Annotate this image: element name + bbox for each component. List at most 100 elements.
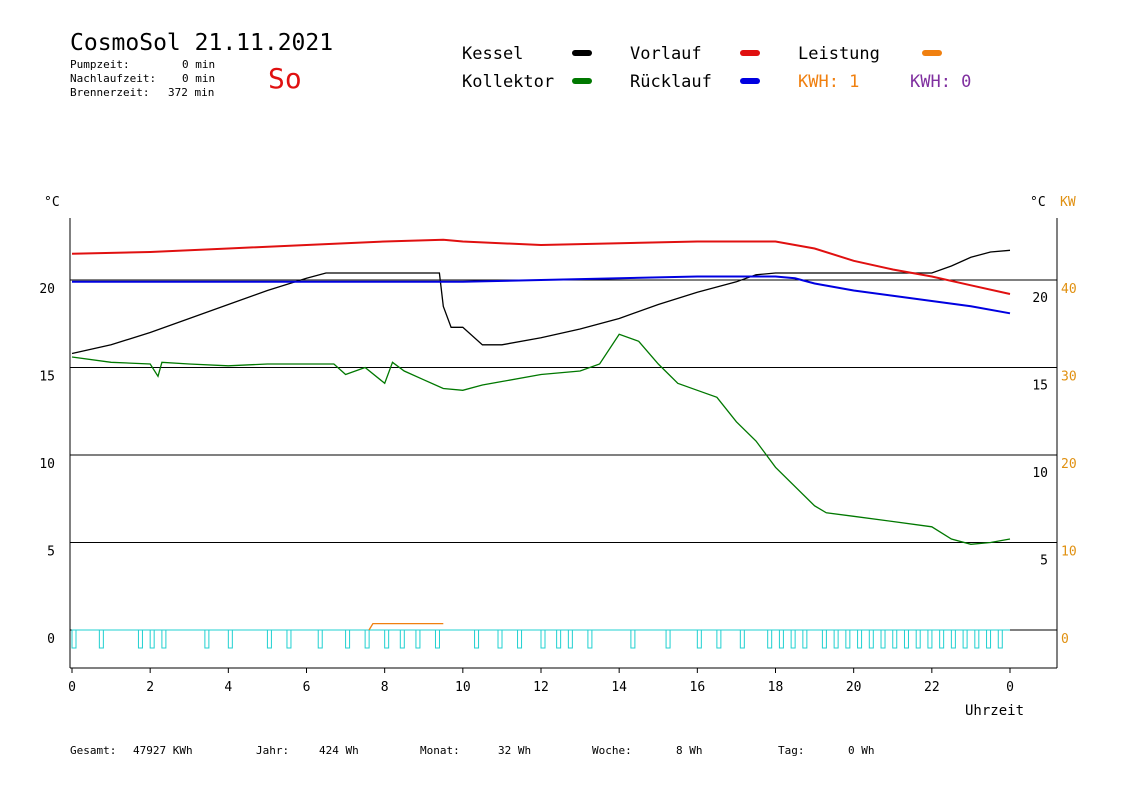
series-lines	[71, 238, 1011, 631]
legend-kessel: Kessel	[462, 44, 524, 64]
pump-pulse	[927, 629, 933, 649]
legend-kollektor-swatch	[572, 78, 592, 84]
pump-pulse	[739, 629, 745, 649]
pump-pulse	[802, 629, 808, 649]
x-tick-label: 16	[690, 680, 706, 695]
footer-monat-label: Monat:	[420, 744, 460, 757]
left-tick-label: 10	[39, 457, 55, 472]
pump-pulse	[434, 629, 440, 649]
pump-pulse	[696, 629, 702, 649]
pump-pulse	[474, 629, 480, 649]
right-kw-tick-label: 40	[1061, 282, 1077, 297]
pump-pulse	[974, 629, 980, 649]
footer-woche-label: Woche:	[592, 744, 632, 757]
pump-pulse	[821, 629, 827, 649]
footer-tag-value: 0 Wh	[848, 744, 875, 757]
x-tick-label: 4	[224, 680, 232, 695]
nachlaufzeit-label: Nachlaufzeit:	[70, 72, 157, 85]
pump-pulse	[345, 629, 351, 649]
pump-pulse	[915, 629, 921, 649]
pump-pulse	[149, 629, 155, 649]
pump-pulse	[845, 629, 851, 649]
footer-jahr-value: 424 Wh	[319, 744, 359, 757]
pump-pulse	[778, 629, 784, 649]
legend-vorlauf: Vorlauf	[630, 44, 702, 64]
pump-pulse	[384, 629, 390, 649]
right-c-tick-label: 10	[1032, 466, 1048, 481]
x-tick-label: 8	[381, 680, 389, 695]
pump-pulse	[204, 629, 210, 649]
kessel-line	[71, 249, 1011, 355]
pump-pulse	[71, 629, 77, 649]
left-tick-label: 20	[39, 282, 55, 297]
x-tick-label: 10	[455, 680, 471, 695]
right-kw-tick-label: 10	[1061, 545, 1077, 560]
pump-pulse	[137, 629, 143, 649]
pump-pulse	[962, 629, 968, 649]
right-c-tick-label: 15	[1032, 379, 1048, 394]
nachlaufzeit-value: 0 min	[182, 72, 216, 85]
pump-pulse	[939, 629, 945, 649]
x-tick-label: 22	[924, 680, 940, 695]
footer-gesamt-value: 47927 KWh	[133, 744, 193, 757]
x-tick-label: 18	[768, 680, 784, 695]
ruecklauf-line	[72, 275, 1011, 315]
pump-pulse	[880, 629, 886, 649]
pump-pulse	[630, 629, 636, 649]
left-tick-label: 5	[47, 545, 55, 560]
kollektor-line	[71, 333, 1011, 545]
pump-pulses	[71, 629, 1010, 649]
leistung-line	[368, 622, 444, 631]
pumpzeit-label: Pumpzeit:	[70, 58, 130, 71]
legend-kollektor: Kollektor	[462, 72, 555, 92]
weekday-label: So	[268, 62, 302, 95]
pump-pulse	[227, 629, 233, 649]
left-unit-label: °C	[44, 195, 60, 210]
pump-pulse	[587, 629, 593, 649]
x-tick-label: 0	[68, 680, 76, 695]
pump-pulse	[665, 629, 671, 649]
pump-pulse	[986, 629, 992, 649]
pump-pulse	[317, 629, 323, 649]
pumpzeit-value: 0 min	[182, 58, 216, 71]
pump-pulse	[415, 629, 421, 649]
right-unit-c-label: °C	[1030, 195, 1046, 210]
legend-leistung: Leistung	[798, 44, 880, 64]
legend-kwh-0: KWH: 0	[910, 72, 972, 92]
pump-pulse	[98, 629, 104, 649]
legend-kessel-swatch	[572, 50, 592, 56]
pump-pulse	[161, 629, 167, 649]
left-tick-label: 15	[39, 370, 55, 385]
pump-pulse	[892, 629, 898, 649]
x-tick-label: 20	[846, 680, 862, 695]
pump-pulse	[266, 629, 272, 649]
pump-pulse	[767, 629, 773, 649]
legend-ruecklauf-swatch	[740, 78, 760, 84]
footer-jahr-label: Jahr:	[256, 744, 290, 757]
footer-woche-value: 8 Wh	[676, 744, 703, 757]
right-kw-tick-label: 0	[1061, 632, 1069, 647]
right-c-tick-label: 5	[1040, 554, 1048, 569]
footer-monat-value: 32 Wh	[498, 744, 532, 757]
legend-kwh-1: KWH: 1	[798, 72, 860, 92]
pump-pulse	[790, 629, 796, 649]
x-tick-label: 14	[611, 680, 627, 695]
pump-pulse	[540, 629, 546, 649]
x-tick-label: 0	[1006, 680, 1014, 695]
x-axis-label: Uhrzeit	[965, 703, 1024, 719]
left-tick-label: 0	[47, 632, 55, 647]
brennerzeit-value: 372 min	[168, 86, 215, 99]
pump-pulse	[567, 629, 573, 649]
pump-pulse	[497, 629, 503, 649]
right-c-tick-label: 20	[1032, 291, 1048, 306]
right-kw-tick-label: 20	[1061, 457, 1077, 472]
tick-labels: 0 2 4 6 8 10 12 14 16 18 20 22 0 0 5 10 15 20 5 10 15 20 0 10 20…	[39, 282, 1076, 695]
pump-pulse	[517, 629, 523, 649]
pump-pulse	[950, 629, 956, 649]
x-tick-label: 6	[303, 680, 311, 695]
pump-pulse	[857, 629, 863, 649]
footer-tag-label: Tag:	[778, 744, 805, 757]
pump-pulse	[903, 629, 909, 649]
page-title: CosmoSol 21.11.2021	[70, 30, 334, 56]
vorlauf-line	[71, 238, 1011, 295]
